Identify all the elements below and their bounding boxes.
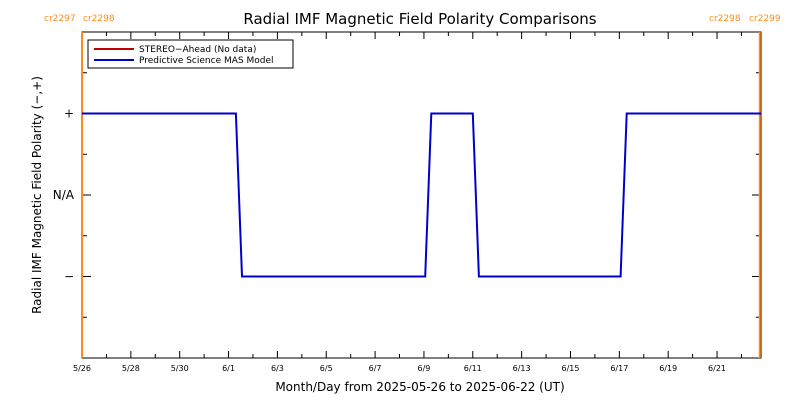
legend-entry-label: STEREO−Ahead (No data) — [139, 45, 256, 55]
carrington-label-right: cr2299 — [749, 14, 781, 24]
x-tick-label: 5/30 — [171, 364, 189, 373]
plot-frame — [81, 31, 762, 359]
x-tick-label: 5/26 — [73, 364, 91, 373]
carrington-label-right: cr2298 — [83, 14, 115, 24]
x-axis-ticks: 5/26 5/28 5/30 6/1 6/3 6/5 6/7 6/9 6/11 6/13 6/15 6… — [73, 32, 742, 373]
legend: STEREO−Ahead (No data)Predictive Science… — [87, 39, 294, 69]
carrington-rotation-labels: cr2297 cr2298 cr2298 cr2299 — [44, 14, 781, 24]
x-tick-label: 6/3 — [271, 364, 284, 373]
x-tick-label: 6/7 — [369, 364, 382, 373]
y-tick-label: − — [64, 270, 74, 284]
legend-entry-label: Predictive Science MAS Model — [139, 56, 274, 66]
x-tick-label: 6/11 — [464, 364, 482, 373]
x-axis-label: Month/Day from 2025-05-26 to 2025-06-22 … — [275, 380, 564, 394]
y-tick-label: N/A — [53, 188, 75, 202]
series-layer — [82, 112, 761, 278]
x-tick-label: 6/9 — [418, 364, 431, 373]
series-line-mas-model — [82, 112, 761, 278]
y-axis-label: Radial IMF Magnetic Field Polarity (−,+) — [30, 76, 44, 314]
x-tick-label: 5/28 — [122, 364, 140, 373]
y-axis-ticks: + N/A − — [53, 72, 761, 318]
x-tick-label: 6/19 — [659, 364, 677, 373]
x-tick-label: 6/17 — [610, 364, 628, 373]
chart-title: Radial IMF Magnetic Field Polarity Compa… — [243, 10, 596, 28]
carrington-label-left: cr2297 — [44, 14, 76, 24]
x-tick-label: 6/1 — [222, 364, 235, 373]
x-tick-label: 6/5 — [320, 364, 333, 373]
legend-box — [87, 39, 294, 69]
x-tick-label: 6/15 — [562, 364, 580, 373]
y-tick-label: + — [64, 107, 74, 121]
x-tick-label: 6/13 — [513, 364, 531, 373]
carrington-label-left: cr2298 — [709, 14, 741, 24]
x-tick-label: 6/21 — [708, 364, 726, 373]
carrington-markers — [81, 32, 761, 358]
